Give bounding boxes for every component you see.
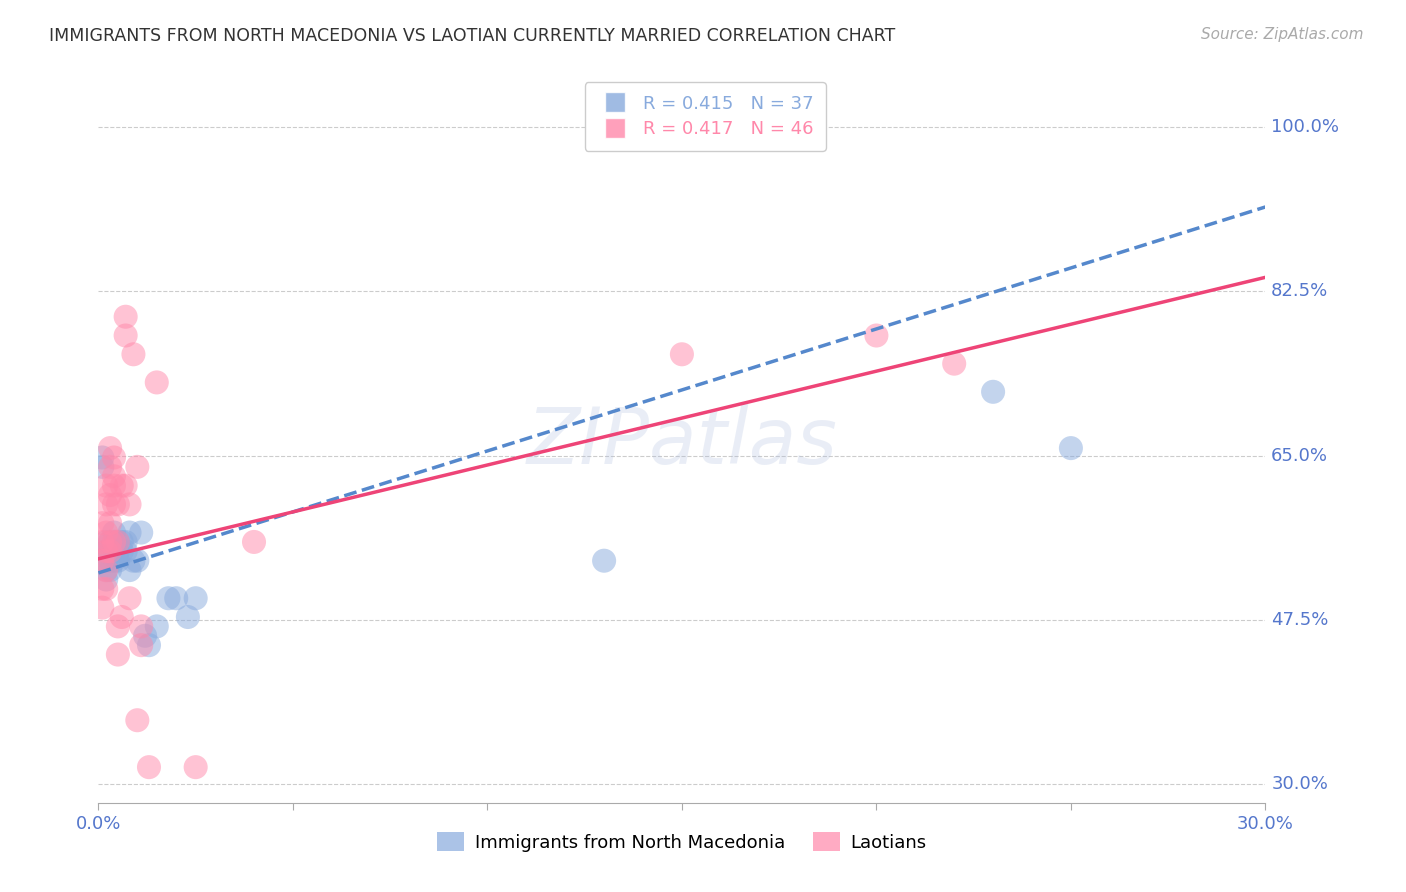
- Text: Source: ZipAtlas.com: Source: ZipAtlas.com: [1201, 27, 1364, 42]
- Point: [127, 459, 149, 474]
- Point: [118, 591, 141, 606]
- Point: [165, 591, 187, 606]
- Point: [96, 582, 118, 596]
- Point: [103, 525, 125, 540]
- Point: [122, 554, 145, 568]
- Point: [98, 554, 121, 568]
- Point: [122, 347, 145, 361]
- Point: [103, 544, 125, 558]
- Point: [96, 478, 118, 492]
- Point: [103, 535, 125, 549]
- Point: [96, 525, 118, 540]
- Point: [138, 638, 160, 652]
- Point: [96, 544, 118, 558]
- Point: [98, 544, 121, 558]
- Point: [98, 441, 121, 455]
- Text: 100.0%: 100.0%: [1271, 119, 1340, 136]
- Point: [111, 535, 134, 549]
- Text: 82.5%: 82.5%: [1271, 283, 1329, 301]
- Point: [103, 535, 125, 549]
- Point: [138, 760, 160, 774]
- Point: [98, 488, 121, 502]
- Point: [114, 310, 136, 324]
- Point: [184, 591, 207, 606]
- Point: [103, 478, 125, 492]
- Point: [98, 459, 121, 474]
- Point: [865, 328, 887, 343]
- Legend: Immigrants from North Macedonia, Laotians: Immigrants from North Macedonia, Laotian…: [430, 825, 934, 859]
- Point: [118, 563, 141, 577]
- Point: [96, 497, 118, 511]
- Point: [91, 535, 114, 549]
- Point: [98, 516, 121, 531]
- Point: [107, 554, 129, 568]
- Point: [96, 535, 118, 549]
- Point: [107, 648, 129, 662]
- Text: 65.0%: 65.0%: [1271, 447, 1329, 465]
- Point: [96, 554, 118, 568]
- Point: [111, 610, 134, 624]
- Point: [103, 497, 125, 511]
- Point: [146, 376, 169, 390]
- Point: [184, 760, 207, 774]
- Point: [129, 638, 152, 652]
- Point: [107, 535, 129, 549]
- Text: IMMIGRANTS FROM NORTH MACEDONIA VS LAOTIAN CURRENTLY MARRIED CORRELATION CHART: IMMIGRANTS FROM NORTH MACEDONIA VS LAOTI…: [49, 27, 896, 45]
- Point: [91, 554, 114, 568]
- Point: [91, 450, 114, 465]
- Point: [114, 478, 136, 492]
- Point: [127, 713, 149, 727]
- Point: [96, 563, 118, 577]
- Point: [96, 544, 118, 558]
- Point: [107, 497, 129, 511]
- Point: [107, 535, 129, 549]
- Point: [98, 535, 121, 549]
- Point: [114, 535, 136, 549]
- Point: [96, 563, 118, 577]
- Text: 47.5%: 47.5%: [1271, 611, 1329, 629]
- Point: [118, 525, 141, 540]
- Point: [593, 554, 616, 568]
- Point: [129, 525, 152, 540]
- Point: [243, 535, 266, 549]
- Point: [98, 535, 121, 549]
- Text: 30.0%: 30.0%: [1271, 775, 1329, 793]
- Point: [91, 516, 114, 531]
- Point: [91, 582, 114, 596]
- Point: [91, 600, 114, 615]
- Point: [103, 450, 125, 465]
- Point: [981, 384, 1004, 399]
- Point: [671, 347, 693, 361]
- Point: [943, 357, 966, 371]
- Point: [114, 328, 136, 343]
- Point: [107, 544, 129, 558]
- Point: [118, 497, 141, 511]
- Point: [127, 554, 149, 568]
- Point: [98, 563, 121, 577]
- Point: [129, 619, 152, 633]
- Point: [114, 544, 136, 558]
- Point: [103, 469, 125, 483]
- Point: [98, 544, 121, 558]
- Point: [107, 619, 129, 633]
- Point: [111, 544, 134, 558]
- Point: [146, 619, 169, 633]
- Text: ZIPatlas: ZIPatlas: [526, 403, 838, 480]
- Point: [111, 478, 134, 492]
- Point: [1060, 441, 1083, 455]
- Point: [103, 554, 125, 568]
- Point: [134, 629, 156, 643]
- Point: [177, 610, 200, 624]
- Point: [157, 591, 180, 606]
- Point: [91, 459, 114, 474]
- Point: [96, 573, 118, 587]
